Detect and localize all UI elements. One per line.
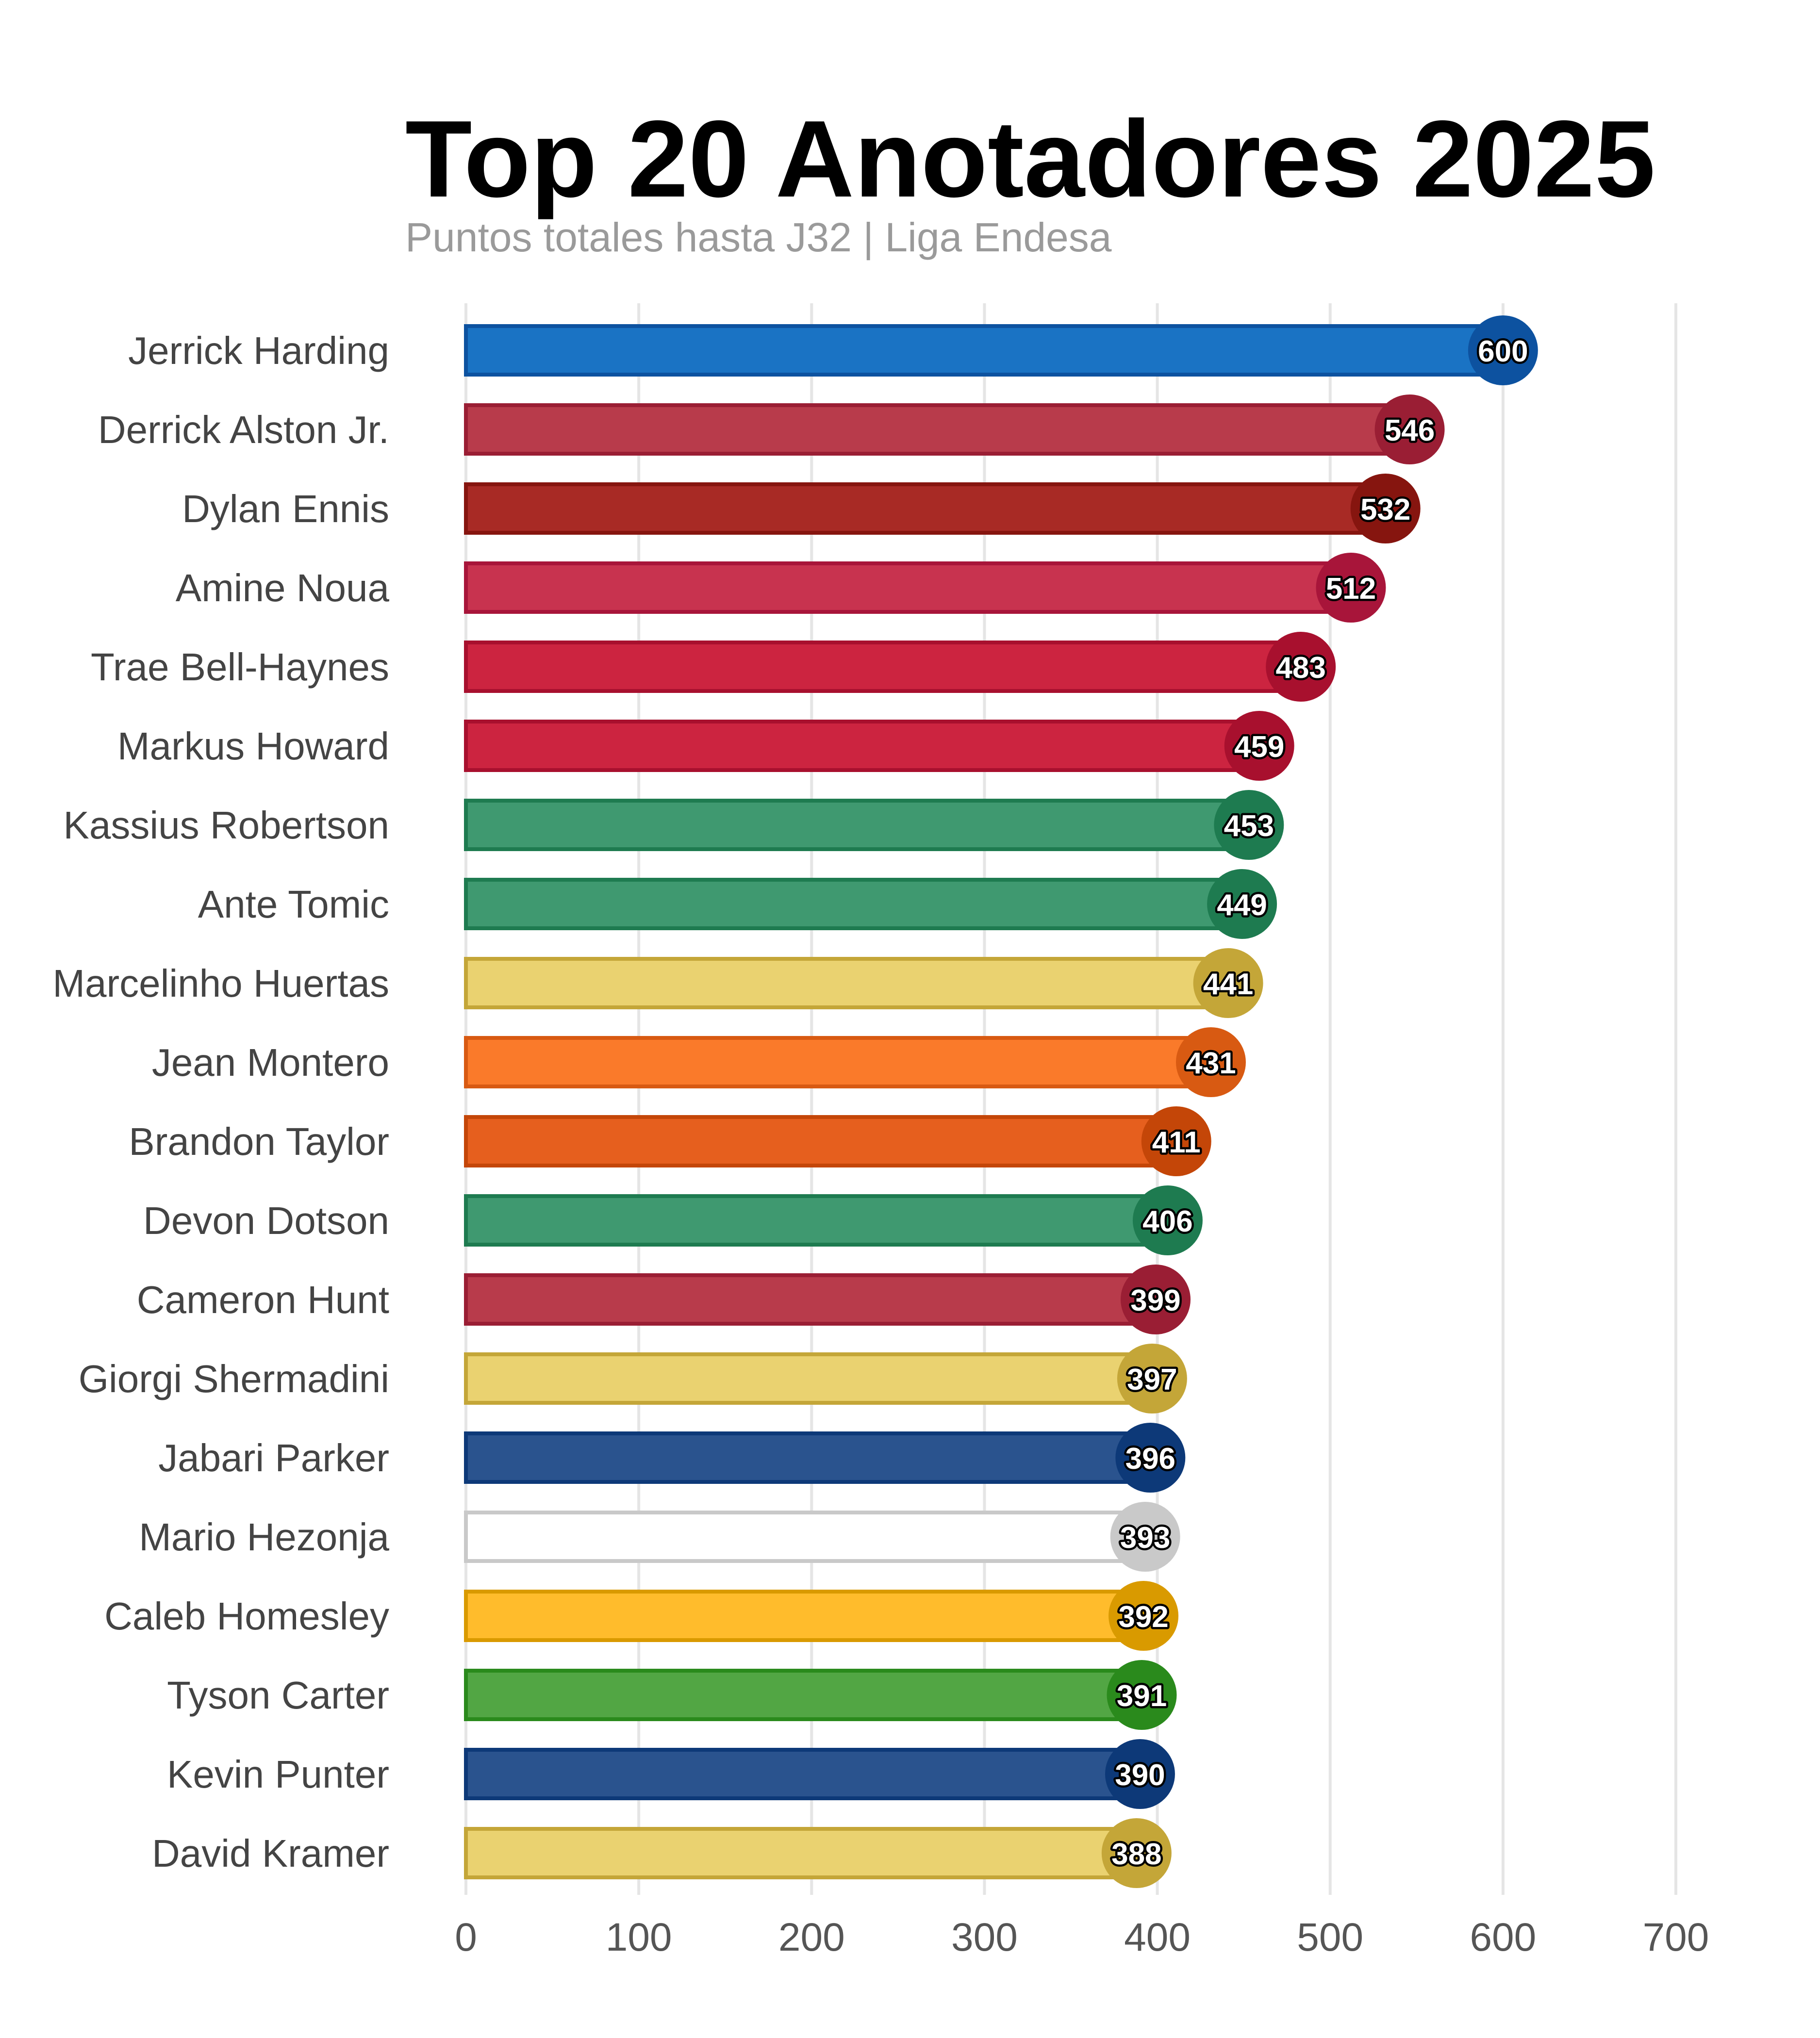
category-label: Mario Hezonja (139, 1515, 389, 1559)
data-label: 453 (1224, 809, 1274, 843)
category-label: Jabari Parker (158, 1436, 389, 1479)
bar (464, 1194, 1170, 1247)
data-label: 546 (1385, 414, 1435, 447)
data-label: 388 (1111, 1838, 1161, 1871)
bar (464, 1036, 1213, 1088)
category-label: Kevin Punter (167, 1753, 389, 1796)
bar (464, 482, 1388, 535)
bar (464, 1431, 1153, 1484)
data-label: 406 (1142, 1205, 1192, 1238)
data-label: 483 (1275, 651, 1325, 685)
bar (464, 1590, 1146, 1642)
category-label: Marcelinho Huertas (52, 962, 389, 1005)
data-label: 397 (1127, 1363, 1177, 1397)
category-label: Derrick Alston Jr. (98, 408, 389, 451)
category-label: Giorgi Shermadini (79, 1357, 389, 1400)
value-bubble (1101, 1818, 1172, 1888)
chart-title: Top 20 Anotadores 2025 (405, 98, 1655, 220)
x-tick-label: 600 (1470, 1915, 1536, 1959)
value-bubble (1117, 1344, 1187, 1413)
data-label: 441 (1203, 968, 1253, 1001)
bar (464, 1748, 1142, 1800)
value-bubble (1207, 869, 1277, 939)
bar (464, 1352, 1154, 1405)
bar (464, 720, 1261, 772)
x-tick-label: 0 (455, 1915, 477, 1959)
value-bubble (1141, 1106, 1211, 1176)
category-label: Jean Montero (152, 1041, 389, 1084)
grid (464, 303, 1677, 1895)
bar (464, 878, 1244, 930)
x-tick-label: 700 (1643, 1915, 1709, 1959)
value-bubble (1175, 1027, 1246, 1097)
x-axis-ticks: 0 100 200 300 400 500 600 700 (455, 1915, 1709, 1959)
category-label: Trae Bell-Haynes (91, 645, 389, 689)
bar (464, 324, 1505, 377)
bar (464, 957, 1230, 1009)
value-bubble (1266, 632, 1336, 702)
data-label: 600 (1478, 335, 1528, 368)
bar (464, 1273, 1158, 1326)
bar (464, 1115, 1178, 1167)
data-label: 396 (1125, 1442, 1175, 1476)
value-bubble (1132, 1185, 1203, 1255)
data-label: 532 (1360, 493, 1410, 526)
x-tick-label: 500 (1297, 1915, 1363, 1959)
value-bubble (1350, 474, 1421, 543)
data-label: 391 (1117, 1679, 1167, 1713)
bar (464, 1827, 1139, 1879)
value-bubble (1115, 1423, 1186, 1493)
bar (464, 561, 1353, 614)
category-label: Dylan Ennis (182, 487, 389, 530)
category-label: Ante Tomic (198, 883, 389, 926)
category-labels: Jerrick Harding Derrick Alston Jr. Dylan E… (52, 329, 389, 1875)
data-label: 449 (1217, 888, 1267, 922)
bar (464, 403, 1412, 456)
bar (464, 641, 1303, 693)
bar (464, 799, 1251, 851)
value-bubble (1214, 790, 1284, 860)
data-label: 411 (1152, 1126, 1201, 1159)
value-bubble (1105, 1739, 1175, 1809)
category-label: Jerrick Harding (128, 329, 389, 372)
data-label: 392 (1118, 1600, 1168, 1634)
value-bubble (1224, 711, 1294, 781)
category-label: Kassius Robertson (64, 804, 389, 847)
category-label: Cameron Hunt (137, 1278, 389, 1321)
category-label: Amine Noua (176, 566, 390, 609)
x-tick-label: 300 (951, 1915, 1018, 1959)
category-label: Caleb Homesley (104, 1594, 389, 1638)
value-bubble (1121, 1265, 1191, 1334)
chart-subtitle: Puntos totales hasta J32 | Liga Endesa (405, 214, 1112, 260)
bar (464, 1511, 1147, 1563)
data-label: 512 (1326, 572, 1376, 606)
value-bubble (1316, 553, 1386, 623)
bar (464, 1669, 1144, 1721)
x-tick-label: 400 (1124, 1915, 1191, 1959)
value-bubble (1109, 1581, 1179, 1651)
category-label: Markus Howard (117, 724, 389, 768)
value-bubble (1374, 394, 1445, 464)
category-label: David Kramer (152, 1832, 389, 1875)
value-bubble (1468, 315, 1538, 385)
data-label: 431 (1186, 1047, 1236, 1080)
value-bubble (1110, 1502, 1180, 1572)
data-label: 390 (1115, 1759, 1165, 1792)
x-tick-label: 100 (606, 1915, 672, 1959)
category-label: Tyson Carter (167, 1674, 389, 1717)
value-bubble (1193, 948, 1263, 1018)
data-label: 399 (1130, 1284, 1180, 1317)
category-label: Devon Dotson (143, 1199, 389, 1242)
value-bubble (1107, 1660, 1177, 1730)
data-label: 393 (1120, 1521, 1170, 1555)
category-label: Brandon Taylor (129, 1120, 389, 1163)
x-tick-label: 200 (778, 1915, 845, 1959)
bars: 600 546 532 512 483 459 453 449 441 431 411 406 399 3… (464, 315, 1538, 1888)
data-label: 459 (1234, 730, 1284, 764)
